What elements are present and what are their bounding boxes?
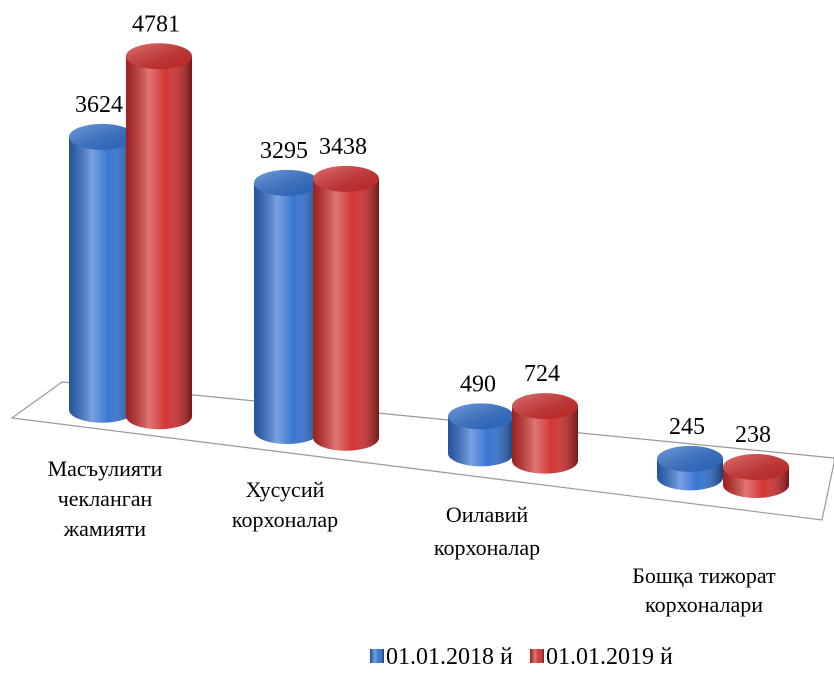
cylinder-top-shade [448, 403, 514, 430]
category-label: Хусусий [246, 477, 325, 502]
plot: 3624 4781 Масъулияти чекланган жамияти 3295 34… [48, 11, 789, 617]
legend: 01.01.2018 й 01.01.2019 й [370, 644, 673, 670]
legend-label: 01.01.2019 й [546, 644, 673, 670]
cylinder-top-shade [254, 169, 320, 196]
value-label: 3624 [75, 92, 123, 118]
legend-swatch-shade [370, 649, 384, 663]
category-label: Бошқа тижорат [632, 563, 776, 588]
value-label: 3295 [260, 138, 308, 164]
value-label: 4781 [132, 11, 180, 37]
cylinder-shade [512, 406, 578, 474]
cylinder-shade [313, 178, 379, 451]
legend-swatch-shade [530, 649, 544, 663]
legend-label: 01.01.2018 й [386, 644, 513, 670]
cylinder-top-shade [126, 43, 192, 70]
value-label: 238 [735, 422, 771, 448]
cylinder-shade [254, 182, 320, 445]
category-label: корхоналар [232, 507, 338, 532]
value-label: 245 [669, 414, 705, 440]
cylinder-top-shade [723, 454, 789, 481]
cylinder-top-shade [657, 445, 723, 472]
value-label: 3438 [319, 134, 367, 160]
cylinder-top-shade [69, 123, 135, 150]
cylinder-top-shade [313, 165, 379, 192]
cylinder-shade [126, 56, 192, 430]
category-label: корхоналари [645, 592, 763, 617]
category-label: чекланган [58, 486, 153, 511]
cylinder-top-shade [512, 393, 578, 420]
cylinder-shade [69, 136, 135, 423]
value-label: 724 [524, 361, 560, 387]
floor [10, 381, 834, 521]
category-label: корхоналар [434, 535, 540, 560]
category-label: Масъулияти [48, 456, 163, 481]
value-label: 490 [460, 371, 496, 397]
category-label: Оилавий [446, 502, 529, 527]
category-label: жамияти [63, 516, 146, 541]
cylinder-shade [448, 416, 514, 467]
